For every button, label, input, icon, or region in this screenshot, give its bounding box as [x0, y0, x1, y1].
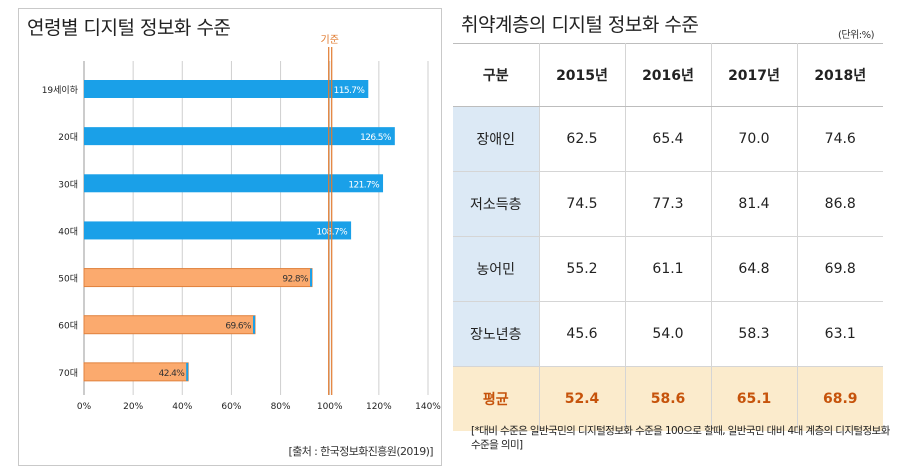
bar [84, 174, 384, 193]
table-cell: 58.6 [625, 366, 712, 431]
category-label: 40대 [58, 226, 78, 237]
x-tick-label: 60% [221, 402, 241, 412]
row-label: 장노년층 [453, 301, 540, 367]
table-row: 저소득층 74.5 77.3 81.4 86.8 [453, 171, 883, 237]
chart-title: 연령별 디지털 정보화 수준 [27, 17, 231, 39]
table-cell: 61.1 [625, 236, 712, 302]
data-label: 69.6% [225, 322, 252, 332]
table-cell: 55.2 [539, 236, 626, 302]
category-label: 60대 [58, 321, 78, 332]
table-row-average: 평균 52.4 58.6 65.1 68.9 [453, 366, 883, 431]
header-cell: 2018년 [797, 43, 883, 107]
table-row: 장애인 62.5 65.4 70.0 74.6 [453, 106, 883, 172]
table-cell: 54.0 [625, 301, 712, 367]
category-label: 70대 [58, 368, 78, 379]
bar [84, 127, 395, 146]
row-label: 장애인 [453, 106, 540, 172]
category-label: 30대 [58, 179, 78, 190]
x-tick-label: 40% [172, 402, 192, 412]
x-tick-label: 120% [366, 402, 392, 412]
table-cell: 70.0 [711, 106, 798, 172]
row-label: 저소득층 [453, 171, 540, 237]
data-label: 42.4% [159, 369, 186, 379]
x-tick-label: 20% [123, 402, 143, 412]
table-title: 취약계층의 디지털 정보화 수준 [461, 14, 699, 36]
header-cell: 2017년 [711, 43, 798, 107]
table-cell: 86.8 [797, 171, 883, 237]
table-row: 농어민 55.2 61.1 64.8 69.8 [453, 236, 883, 302]
table-cell: 77.3 [625, 171, 712, 237]
data-label: 121.7% [348, 180, 380, 190]
bar-end-marker [253, 315, 256, 334]
table-cell: 74.5 [539, 171, 626, 237]
data-label: 126.5% [360, 133, 392, 143]
table-cell: 64.8 [711, 236, 798, 302]
bar-end-marker [310, 268, 313, 287]
source-note: [출처 : 한국정보화진흥원(2019)] [288, 445, 434, 458]
table-cell: 65.4 [625, 106, 712, 172]
data-label: 115.7% [334, 86, 366, 96]
age-chart-panel: 연령별 디지털 정보화 수준 0% 20% 40% 60% 80% 100% 120% 140… [18, 8, 442, 466]
reference-label: 기준 [321, 34, 339, 46]
table-cell: 62.5 [539, 106, 626, 172]
bar-chart: 0% 20% 40% 60% 80% 100% 120% 140% 19세이하 115.7% 20대… [42, 34, 441, 412]
vulnerable-groups-table: 구분 2015년 2016년 2017년 2018년 장애인 62.5 65.4… [453, 43, 883, 431]
table-cell: 68.9 [797, 366, 883, 431]
bar [84, 221, 352, 240]
unit-label: (단위:%) [838, 30, 875, 41]
category-label: 20대 [58, 132, 78, 143]
table-row: 장노년층 45.6 54.0 58.3 63.1 [453, 301, 883, 367]
table-cell: 74.6 [797, 106, 883, 172]
row-label: 농어민 [453, 236, 540, 302]
bar-end-marker [186, 362, 189, 381]
header-cell: 2016년 [625, 43, 712, 107]
table-header-row: 구분 2015년 2016년 2017년 2018년 [453, 43, 883, 107]
bar [83, 268, 313, 288]
x-tick-label: 140% [415, 402, 441, 412]
table-cell: 45.6 [539, 301, 626, 367]
bar [84, 80, 369, 98]
x-tick-label: 0% [77, 402, 92, 412]
row-label: 평균 [453, 366, 540, 431]
table-cell: 58.3 [711, 301, 798, 367]
category-label: 50대 [58, 274, 78, 285]
table-cell: 63.1 [797, 301, 883, 367]
category-label: 19세이하 [42, 85, 79, 96]
table-cell: 81.4 [711, 171, 798, 237]
data-label: 108.7% [316, 227, 348, 237]
table-cell: 65.1 [711, 366, 798, 431]
header-cell: 2015년 [539, 43, 626, 107]
table-cell: 52.4 [539, 366, 626, 431]
footnote: [*대비 수준은 일반국민의 디지털정보화 수준을 100으로 할때, 일반국민… [471, 425, 890, 451]
data-label: 92.8% [282, 275, 309, 285]
x-tick-label: 100% [317, 402, 343, 412]
header-cell: 구분 [453, 43, 540, 107]
table-cell: 69.8 [797, 236, 883, 302]
x-tick-label: 80% [271, 402, 291, 412]
